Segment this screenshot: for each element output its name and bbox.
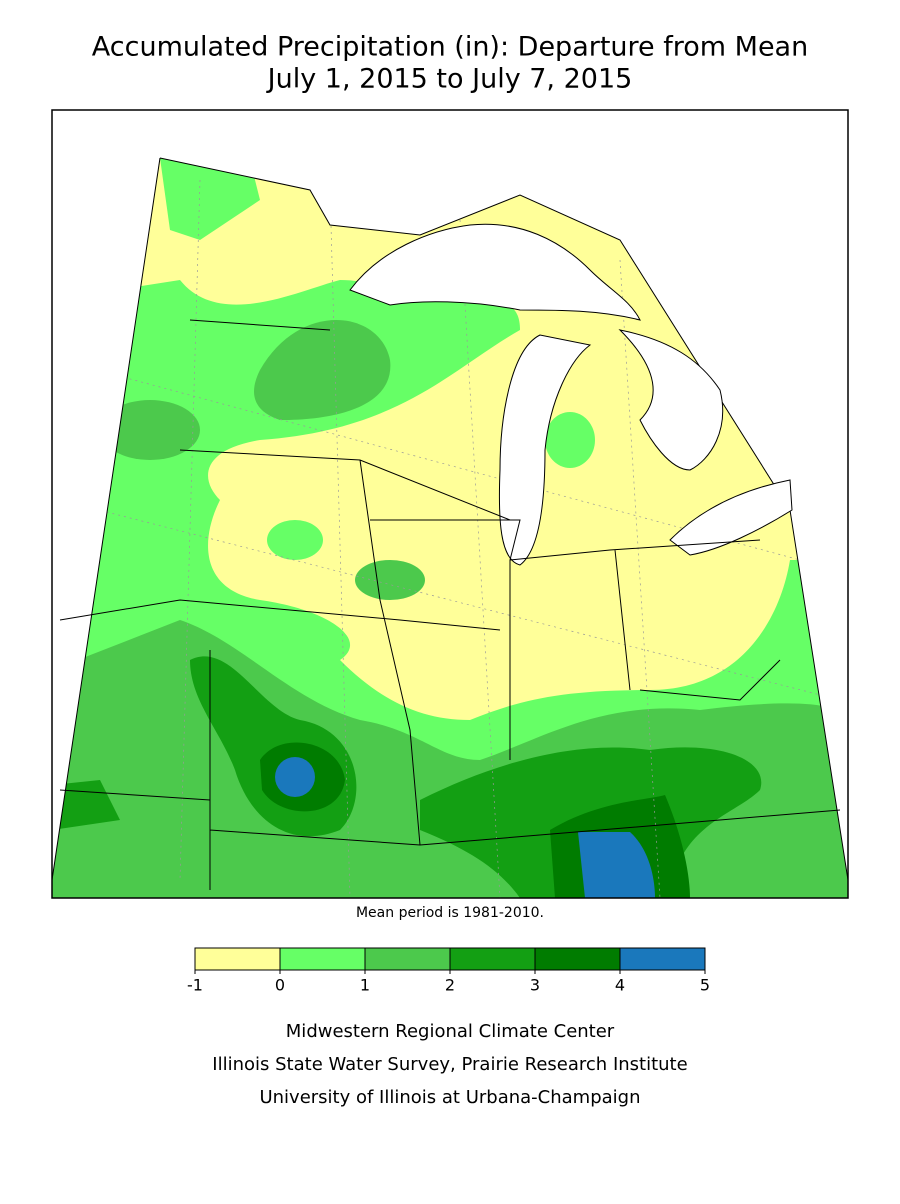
legend: -1 0 1 2 3 4 5: [187, 947, 710, 995]
map: [51, 109, 849, 899]
legend-tick-label: 1: [360, 976, 370, 995]
legend-tick-label: 3: [530, 976, 540, 995]
legend-tick-label: 5: [700, 976, 710, 995]
legend-swatch: [194, 947, 281, 971]
credit: University of Illinois at Urbana-Champai…: [259, 1087, 640, 1108]
credit: Midwestern Regional Climate Center: [286, 1021, 615, 1042]
subtitle: July 1, 2015 to July 7, 2015: [266, 64, 633, 95]
legend-tick-label: -1: [187, 976, 203, 995]
credit: Illinois State Water Survey, Prairie Res…: [212, 1054, 687, 1075]
legend-swatch: [279, 947, 366, 971]
legend-tick-label: 0: [275, 976, 285, 995]
legend-tick-label: 4: [615, 976, 625, 995]
legend-tick-label: 2: [445, 976, 455, 995]
note: Mean period is 1981-2010.: [356, 905, 544, 921]
legend-swatch: [534, 947, 621, 971]
title: Accumulated Precipitation (in): Departur…: [92, 32, 808, 63]
legend-swatch: [619, 947, 706, 971]
legend-swatch: [449, 947, 536, 971]
legend-swatch: [364, 947, 451, 971]
